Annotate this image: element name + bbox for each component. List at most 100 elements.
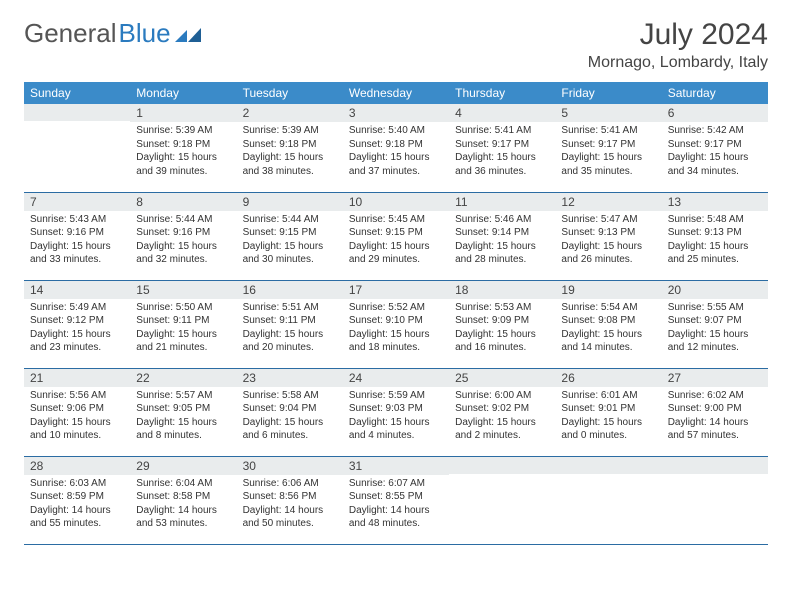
sunrise-text: Sunrise: 5:51 AM [243, 301, 337, 315]
sunrise-text: Sunrise: 5:54 AM [561, 301, 655, 315]
calendar-cell: 14Sunrise: 5:49 AMSunset: 9:12 PMDayligh… [24, 280, 130, 368]
location: Mornago, Lombardy, Italy [588, 54, 768, 72]
calendar-cell: 9Sunrise: 5:44 AMSunset: 9:15 PMDaylight… [237, 192, 343, 280]
sunset-text: Sunset: 9:17 PM [455, 138, 549, 152]
day-content: Sunrise: 5:44 AMSunset: 9:15 PMDaylight:… [237, 211, 343, 271]
calendar-cell: 25Sunrise: 6:00 AMSunset: 9:02 PMDayligh… [449, 368, 555, 456]
day-number: 13 [662, 193, 768, 211]
sunset-text: Sunset: 8:59 PM [30, 490, 124, 504]
sunrise-text: Sunrise: 6:00 AM [455, 389, 549, 403]
day-content: Sunrise: 5:39 AMSunset: 9:18 PMDaylight:… [130, 122, 236, 182]
day-number: 18 [449, 281, 555, 299]
day-number: 15 [130, 281, 236, 299]
day-number: 30 [237, 457, 343, 475]
daylight-text: Daylight: 14 hours and 57 minutes. [668, 416, 762, 443]
sunset-text: Sunset: 9:06 PM [30, 402, 124, 416]
day-content: Sunrise: 5:48 AMSunset: 9:13 PMDaylight:… [662, 211, 768, 271]
sunrise-text: Sunrise: 5:50 AM [136, 301, 230, 315]
weekday-header-row: Sunday Monday Tuesday Wednesday Thursday… [24, 82, 768, 104]
daylight-text: Daylight: 15 hours and 2 minutes. [455, 416, 549, 443]
sunrise-text: Sunrise: 5:53 AM [455, 301, 549, 315]
day-content: Sunrise: 5:47 AMSunset: 9:13 PMDaylight:… [555, 211, 661, 271]
day-content: Sunrise: 6:06 AMSunset: 8:56 PMDaylight:… [237, 475, 343, 535]
sunrise-text: Sunrise: 5:44 AM [136, 213, 230, 227]
daylight-text: Daylight: 14 hours and 50 minutes. [243, 504, 337, 531]
sunrise-text: Sunrise: 5:55 AM [668, 301, 762, 315]
day-content: Sunrise: 5:59 AMSunset: 9:03 PMDaylight:… [343, 387, 449, 447]
sunrise-text: Sunrise: 5:41 AM [561, 124, 655, 138]
weekday-header: Saturday [662, 82, 768, 104]
sunset-text: Sunset: 9:02 PM [455, 402, 549, 416]
day-number: 27 [662, 369, 768, 387]
sunset-text: Sunset: 9:05 PM [136, 402, 230, 416]
calendar-cell: 5Sunrise: 5:41 AMSunset: 9:17 PMDaylight… [555, 104, 661, 192]
day-content: Sunrise: 5:44 AMSunset: 9:16 PMDaylight:… [130, 211, 236, 271]
sunset-text: Sunset: 9:09 PM [455, 314, 549, 328]
header: GeneralBlue July 2024 Mornago, Lombardy,… [24, 18, 768, 72]
sunset-text: Sunset: 9:12 PM [30, 314, 124, 328]
daylight-text: Daylight: 15 hours and 12 minutes. [668, 328, 762, 355]
day-content: Sunrise: 5:40 AMSunset: 9:18 PMDaylight:… [343, 122, 449, 182]
day-number: 11 [449, 193, 555, 211]
calendar-cell: 3Sunrise: 5:40 AMSunset: 9:18 PMDaylight… [343, 104, 449, 192]
sunrise-text: Sunrise: 5:39 AM [136, 124, 230, 138]
sunrise-text: Sunrise: 5:40 AM [349, 124, 443, 138]
calendar-cell: 27Sunrise: 6:02 AMSunset: 9:00 PMDayligh… [662, 368, 768, 456]
sunrise-text: Sunrise: 5:57 AM [136, 389, 230, 403]
day-number: 5 [555, 104, 661, 122]
calendar-cell: 16Sunrise: 5:51 AMSunset: 9:11 PMDayligh… [237, 280, 343, 368]
sunset-text: Sunset: 9:18 PM [243, 138, 337, 152]
daylight-text: Daylight: 15 hours and 0 minutes. [561, 416, 655, 443]
day-content: Sunrise: 5:55 AMSunset: 9:07 PMDaylight:… [662, 299, 768, 359]
sunset-text: Sunset: 9:07 PM [668, 314, 762, 328]
day-number [662, 457, 768, 474]
calendar-cell [24, 104, 130, 192]
calendar-cell [555, 456, 661, 544]
sunrise-text: Sunrise: 5:49 AM [30, 301, 124, 315]
sunset-text: Sunset: 9:03 PM [349, 402, 443, 416]
logo-flag-icon [175, 24, 203, 44]
day-content: Sunrise: 5:52 AMSunset: 9:10 PMDaylight:… [343, 299, 449, 359]
day-content: Sunrise: 5:57 AMSunset: 9:05 PMDaylight:… [130, 387, 236, 447]
day-number [555, 457, 661, 474]
calendar-cell: 7Sunrise: 5:43 AMSunset: 9:16 PMDaylight… [24, 192, 130, 280]
calendar-cell: 28Sunrise: 6:03 AMSunset: 8:59 PMDayligh… [24, 456, 130, 544]
sunrise-text: Sunrise: 5:59 AM [349, 389, 443, 403]
calendar-cell [449, 456, 555, 544]
calendar-row: 28Sunrise: 6:03 AMSunset: 8:59 PMDayligh… [24, 456, 768, 544]
sunset-text: Sunset: 9:13 PM [561, 226, 655, 240]
weekday-header: Thursday [449, 82, 555, 104]
daylight-text: Daylight: 15 hours and 20 minutes. [243, 328, 337, 355]
calendar-cell: 24Sunrise: 5:59 AMSunset: 9:03 PMDayligh… [343, 368, 449, 456]
weekday-header: Friday [555, 82, 661, 104]
sunset-text: Sunset: 9:16 PM [30, 226, 124, 240]
day-content: Sunrise: 5:41 AMSunset: 9:17 PMDaylight:… [449, 122, 555, 182]
sunset-text: Sunset: 9:17 PM [561, 138, 655, 152]
calendar-cell: 17Sunrise: 5:52 AMSunset: 9:10 PMDayligh… [343, 280, 449, 368]
day-number: 23 [237, 369, 343, 387]
sunset-text: Sunset: 9:10 PM [349, 314, 443, 328]
daylight-text: Daylight: 15 hours and 30 minutes. [243, 240, 337, 267]
weekday-header: Monday [130, 82, 236, 104]
sunset-text: Sunset: 8:56 PM [243, 490, 337, 504]
calendar-cell: 21Sunrise: 5:56 AMSunset: 9:06 PMDayligh… [24, 368, 130, 456]
daylight-text: Daylight: 15 hours and 23 minutes. [30, 328, 124, 355]
sunset-text: Sunset: 9:00 PM [668, 402, 762, 416]
calendar-cell: 10Sunrise: 5:45 AMSunset: 9:15 PMDayligh… [343, 192, 449, 280]
daylight-text: Daylight: 15 hours and 25 minutes. [668, 240, 762, 267]
daylight-text: Daylight: 15 hours and 16 minutes. [455, 328, 549, 355]
day-content: Sunrise: 6:01 AMSunset: 9:01 PMDaylight:… [555, 387, 661, 447]
weekday-header: Tuesday [237, 82, 343, 104]
sunset-text: Sunset: 9:15 PM [243, 226, 337, 240]
calendar-row: 14Sunrise: 5:49 AMSunset: 9:12 PMDayligh… [24, 280, 768, 368]
day-number: 16 [237, 281, 343, 299]
day-number [24, 104, 130, 121]
calendar-row: 7Sunrise: 5:43 AMSunset: 9:16 PMDaylight… [24, 192, 768, 280]
day-content: Sunrise: 5:54 AMSunset: 9:08 PMDaylight:… [555, 299, 661, 359]
daylight-text: Daylight: 15 hours and 14 minutes. [561, 328, 655, 355]
sunrise-text: Sunrise: 5:45 AM [349, 213, 443, 227]
calendar-cell: 29Sunrise: 6:04 AMSunset: 8:58 PMDayligh… [130, 456, 236, 544]
day-content: Sunrise: 6:00 AMSunset: 9:02 PMDaylight:… [449, 387, 555, 447]
daylight-text: Daylight: 14 hours and 48 minutes. [349, 504, 443, 531]
calendar-cell: 18 Sunrise: 5:53 AMSunset: 9:09 PMDayligh… [449, 280, 555, 368]
